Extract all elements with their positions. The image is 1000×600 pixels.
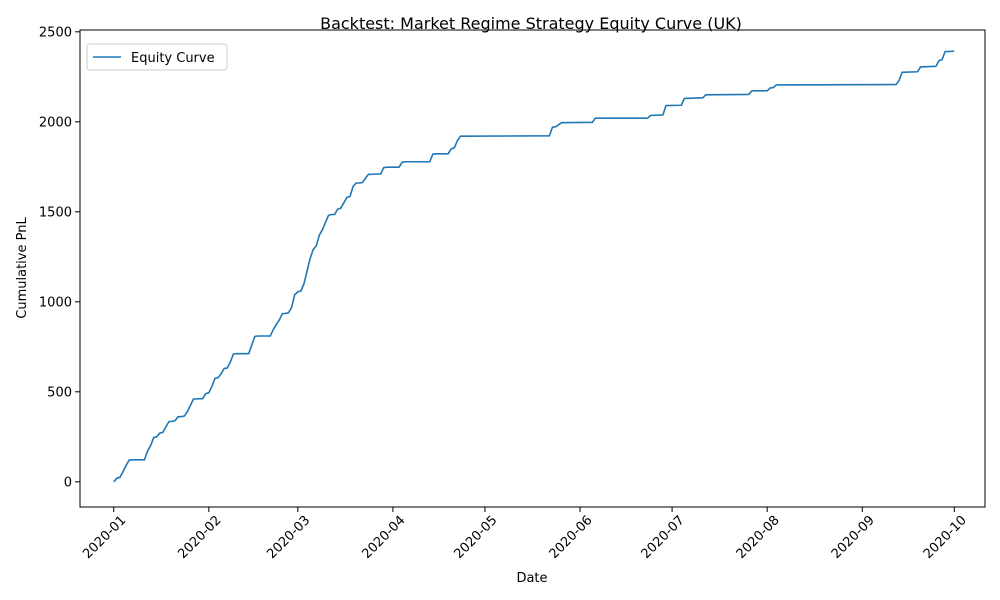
y-tick-label: 2000: [39, 115, 72, 130]
legend: Equity Curve: [86, 43, 228, 71]
y-tick-label: 0: [64, 475, 72, 490]
chart-title: Backtest: Market Regime Strategy Equity …: [320, 14, 742, 33]
y-tick-label: 2500: [39, 25, 72, 40]
legend-label-equity-curve: Equity Curve: [131, 51, 215, 66]
y-axis-ticks: 0 500 1000 1500 2000 2500: [39, 25, 80, 490]
y-axis-label: Cumulative PnL: [15, 217, 30, 319]
y-tick-label: 1500: [39, 205, 72, 220]
x-axis-label: Date: [516, 571, 547, 586]
y-tick-label: 500: [47, 385, 72, 400]
equity-curve-line: [113, 50, 955, 483]
y-tick-label: 1000: [39, 295, 72, 310]
legend-box: [86, 43, 228, 71]
plot-frame: [79, 29, 986, 508]
